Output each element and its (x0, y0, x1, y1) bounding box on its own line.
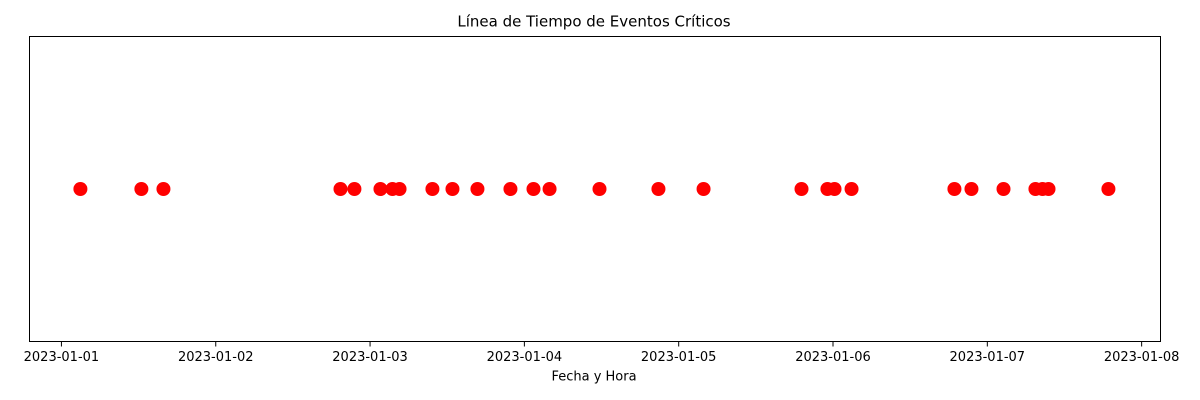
event-point (425, 182, 440, 196)
x-tick-label: 2023-01-04 (487, 350, 563, 365)
event-point (794, 182, 809, 196)
event-point (964, 182, 979, 196)
event-point (392, 182, 407, 196)
x-tick-label: 2023-01-05 (641, 350, 717, 365)
event-point (844, 182, 859, 196)
event-point (1101, 182, 1116, 196)
x-tick-label: 2023-01-08 (1104, 350, 1180, 365)
event-point (696, 182, 711, 196)
event-point (1041, 182, 1056, 196)
event-point (526, 182, 541, 196)
x-tick-label: 2023-01-03 (332, 350, 408, 365)
event-point (542, 182, 557, 196)
x-tick-label: 2023-01-01 (24, 350, 100, 365)
event-point (996, 182, 1011, 196)
x-tick-label: 2023-01-06 (795, 350, 871, 365)
plot-frame (29, 36, 1161, 342)
event-point (73, 182, 88, 196)
x-tick-label: 2023-01-07 (950, 350, 1026, 365)
event-point (156, 182, 171, 196)
event-point (445, 182, 460, 196)
event-point (470, 182, 485, 196)
x-tick-label: 2023-01-02 (178, 350, 254, 365)
event-point (503, 182, 518, 196)
event-point (592, 182, 607, 196)
chart-title: Línea de Tiempo de Eventos Críticos (457, 13, 730, 31)
event-point (373, 182, 388, 196)
event-point (347, 182, 362, 196)
event-point (651, 182, 666, 196)
event-point (827, 182, 842, 196)
event-point (947, 182, 962, 196)
event-point (134, 182, 149, 196)
event-point (333, 182, 348, 196)
x-axis-label: Fecha y Hora (551, 370, 636, 385)
